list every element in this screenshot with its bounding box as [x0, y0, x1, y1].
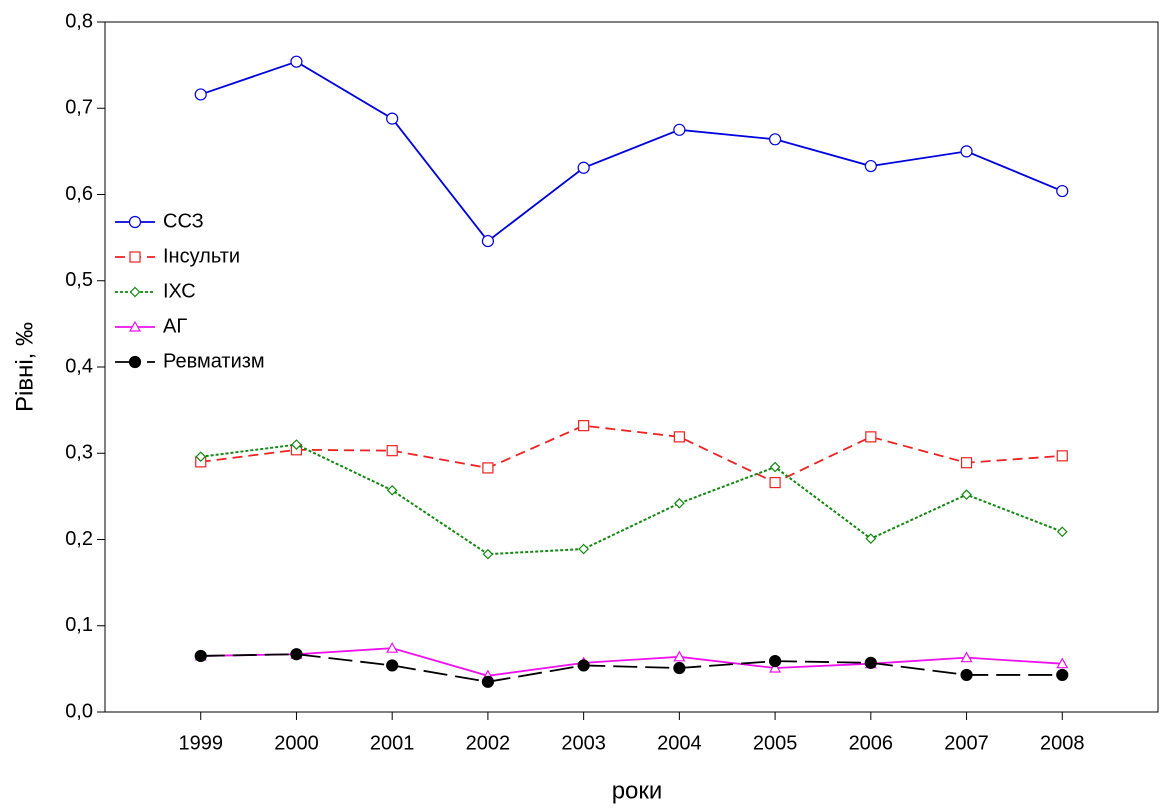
marker [960, 651, 973, 663]
y-tick-label: 0,1 [65, 614, 93, 636]
x-tick-label: 1999 [178, 732, 223, 754]
marker [865, 533, 877, 544]
y-tick-label: 0,3 [65, 442, 93, 464]
marker [1056, 526, 1068, 538]
series-line [200, 653, 1063, 683]
legend-marker [129, 286, 141, 298]
marker [768, 133, 782, 146]
marker [961, 489, 972, 500]
marker [960, 457, 973, 469]
x-tick-label: 2000 [274, 732, 319, 754]
legend-marker [129, 251, 141, 263]
marker [673, 123, 686, 136]
marker [482, 548, 494, 560]
legend-marker [128, 355, 142, 369]
marker [386, 484, 398, 496]
series-line [200, 647, 1063, 677]
marker [386, 445, 398, 457]
marker [194, 88, 207, 101]
legend-label: Інсульти [163, 245, 240, 267]
marker [1056, 657, 1069, 669]
legend-label: АГ [163, 315, 187, 337]
marker [864, 159, 877, 173]
x-tick-label: 2005 [753, 732, 798, 754]
marker [386, 659, 399, 672]
marker [194, 649, 207, 663]
marker [768, 655, 782, 668]
marker [482, 462, 494, 474]
marker [960, 145, 973, 158]
marker [195, 451, 207, 463]
marker [1056, 184, 1069, 198]
y-tick-label: 0,6 [65, 183, 93, 205]
marker [865, 431, 877, 443]
marker [290, 55, 303, 68]
marker [578, 543, 589, 555]
marker [673, 661, 686, 675]
y-tick-label: 0,7 [65, 97, 93, 119]
series-line [200, 443, 1063, 556]
series-line [200, 424, 1063, 484]
x-tick-label: 2007 [944, 732, 989, 754]
legend-marker [128, 215, 142, 229]
legend-label: ІХС [163, 280, 196, 302]
marker [1056, 668, 1069, 682]
y-tick-label: 0,5 [65, 269, 93, 291]
x-tick-label: 2002 [466, 732, 511, 754]
x-tick-label: 2004 [657, 732, 702, 754]
legend-label: Ревматизм [163, 350, 265, 372]
marker [577, 659, 590, 672]
x-tick-label: 2006 [849, 732, 894, 754]
marker [290, 648, 303, 661]
marker [769, 476, 781, 489]
marker [1056, 450, 1068, 462]
marker [674, 497, 685, 509]
y-tick-label: 0,4 [65, 355, 93, 377]
y-tick-label: 0,2 [65, 528, 93, 550]
marker [578, 420, 590, 432]
series-line [200, 60, 1063, 243]
marker [673, 650, 686, 662]
marker [291, 439, 302, 450]
marker [577, 161, 590, 174]
marker [769, 661, 782, 673]
legend-marker [128, 320, 142, 332]
marker [481, 234, 495, 248]
y-tick-label: 0,0 [65, 700, 93, 722]
x-tick-label: 2003 [561, 732, 606, 754]
marker [386, 112, 399, 125]
marker [769, 461, 781, 473]
marker [673, 431, 685, 443]
legend-label: ССЗ [163, 210, 204, 232]
marker [481, 675, 495, 688]
x-tick-label: 2008 [1040, 732, 1085, 754]
y-tick-label: 0,8 [65, 10, 93, 32]
x-tick-label: 2001 [370, 732, 415, 754]
y-axis-label: Рівні, ‰ [11, 322, 38, 412]
x-axis-label: роки [612, 777, 663, 804]
marker [864, 656, 877, 669]
marker [386, 641, 399, 653]
marker [960, 668, 973, 682]
